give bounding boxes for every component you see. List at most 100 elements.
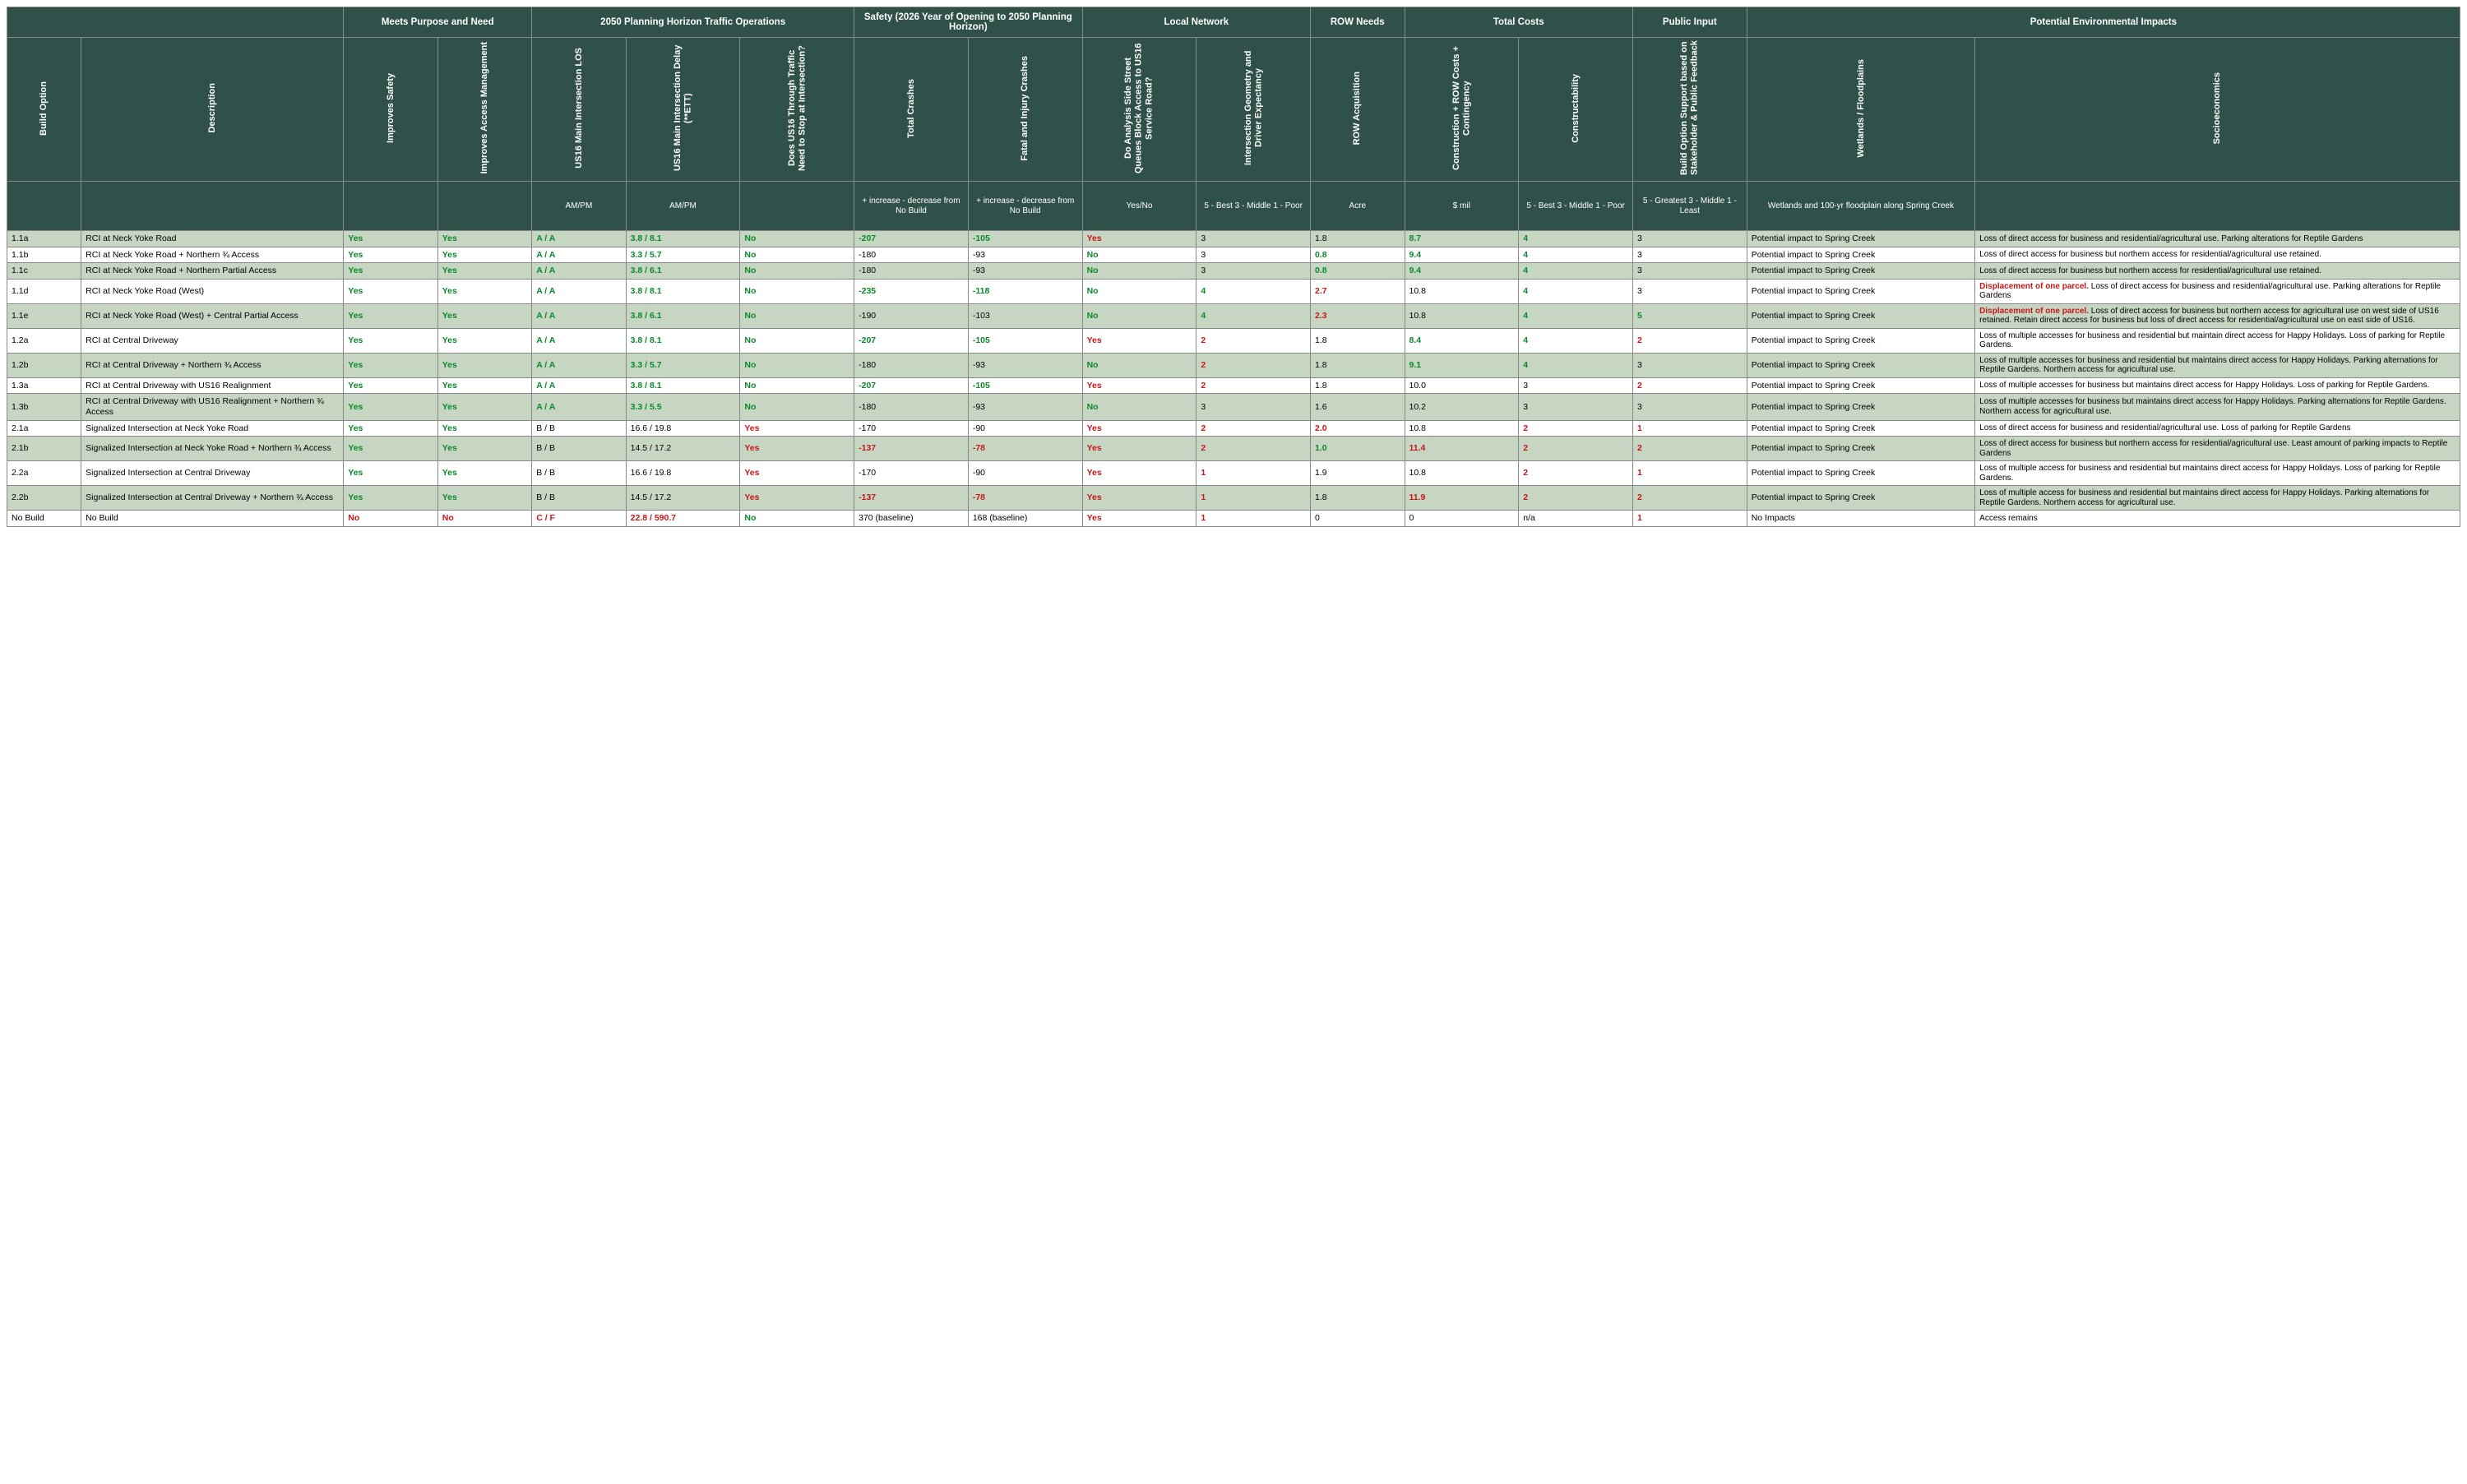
cell: -105 bbox=[968, 377, 1082, 394]
hdr-local: Local Network bbox=[1082, 7, 1310, 38]
cell: 1.8 bbox=[1311, 377, 1405, 394]
wetlands: Potential impact to Spring Creek bbox=[1747, 231, 1974, 247]
table-row: 1.1bRCI at Neck Yoke Road + Northern ¾ A… bbox=[7, 247, 2460, 263]
cell: Yes bbox=[437, 328, 531, 353]
cell: Yes bbox=[344, 231, 437, 247]
table-row: 2.2bSignalized Intersection at Central D… bbox=[7, 486, 2460, 511]
cell: 2 bbox=[1519, 437, 1633, 461]
table-row: 1.3aRCI at Central Driveway with US16 Re… bbox=[7, 377, 2460, 394]
wetlands: Potential impact to Spring Creek bbox=[1747, 461, 1974, 486]
cell: 3.8 / 6.1 bbox=[626, 263, 740, 280]
cell: 370 (baseline) bbox=[854, 511, 969, 527]
unit-ampm2: AM/PM bbox=[626, 182, 740, 231]
cell: No bbox=[740, 247, 854, 263]
col-access: Improves Access Management bbox=[437, 38, 531, 182]
cell: 1.8 bbox=[1311, 486, 1405, 511]
description: RCI at Central Driveway with US16 Realig… bbox=[81, 394, 344, 420]
hdr-safety: Safety (2026 Year of Opening to 2050 Pla… bbox=[854, 7, 1082, 38]
cell: 3.8 / 8.1 bbox=[626, 377, 740, 394]
cell: 22.8 / 590.7 bbox=[626, 511, 740, 527]
cell: 11.4 bbox=[1405, 437, 1519, 461]
table-row: 1.2aRCI at Central DrivewayYesYesA / A3.… bbox=[7, 328, 2460, 353]
col-delay: US16 Main Intersection Delay (**ETT) bbox=[626, 38, 740, 182]
cell: Yes bbox=[344, 263, 437, 280]
socioeconomics: Loss of multiple access for business and… bbox=[1975, 486, 2460, 511]
build-id: 1.1c bbox=[7, 263, 81, 280]
cell: 3 bbox=[1196, 394, 1311, 420]
description: RCI at Central Driveway + Northern ¾ Acc… bbox=[81, 353, 344, 377]
cell: n/a bbox=[1519, 511, 1633, 527]
cell: No bbox=[740, 231, 854, 247]
cell: No bbox=[1082, 279, 1196, 303]
description: RCI at Neck Yoke Road bbox=[81, 231, 344, 247]
cell: -137 bbox=[854, 437, 969, 461]
cell: 2 bbox=[1196, 420, 1311, 437]
cell: -190 bbox=[854, 303, 969, 328]
table-row: 1.3bRCI at Central Driveway with US16 Re… bbox=[7, 394, 2460, 420]
cell: A / A bbox=[532, 353, 626, 377]
cell: 1 bbox=[1196, 511, 1311, 527]
cell: 4 bbox=[1519, 231, 1633, 247]
cell: Yes bbox=[437, 461, 531, 486]
hdr-purpose: Meets Purpose and Need bbox=[344, 7, 532, 38]
cell: 4 bbox=[1519, 353, 1633, 377]
table-row: 1.1aRCI at Neck Yoke RoadYesYesA / A3.8 … bbox=[7, 231, 2460, 247]
cell: 3 bbox=[1632, 263, 1747, 280]
col-concost: Construction + ROW Costs + Contingency bbox=[1405, 38, 1519, 182]
cell: 8.7 bbox=[1405, 231, 1519, 247]
cell: 2.3 bbox=[1311, 303, 1405, 328]
cell: A / A bbox=[532, 303, 626, 328]
cell: -180 bbox=[854, 394, 969, 420]
cell: 2 bbox=[1196, 377, 1311, 394]
cell: 3 bbox=[1196, 247, 1311, 263]
build-id: 2.2a bbox=[7, 461, 81, 486]
socioeconomics: Loss of multiple accesses for business a… bbox=[1975, 353, 2460, 377]
cell: A / A bbox=[532, 394, 626, 420]
cell: -93 bbox=[968, 353, 1082, 377]
col-construct: Constructability bbox=[1519, 38, 1633, 182]
cell: Yes bbox=[344, 486, 437, 511]
cell: 3 bbox=[1632, 231, 1747, 247]
col-support: Build Option Support based on Stakeholde… bbox=[1632, 38, 1747, 182]
build-id: 1.3a bbox=[7, 377, 81, 394]
cell: -180 bbox=[854, 263, 969, 280]
cell: 10.8 bbox=[1405, 279, 1519, 303]
cell: 10.8 bbox=[1405, 303, 1519, 328]
socioeconomics: Displacement of one parcel. Loss of dire… bbox=[1975, 279, 2460, 303]
cell: B / B bbox=[532, 486, 626, 511]
cell: Yes bbox=[1082, 511, 1196, 527]
cell: 2 bbox=[1519, 461, 1633, 486]
cell: 2 bbox=[1632, 486, 1747, 511]
col-fatal: Fatal and Injury Crashes bbox=[968, 38, 1082, 182]
cell: -103 bbox=[968, 303, 1082, 328]
cell: 3 bbox=[1196, 231, 1311, 247]
cell: Yes bbox=[1082, 377, 1196, 394]
cell: 14.5 / 17.2 bbox=[626, 437, 740, 461]
cell: Yes bbox=[344, 394, 437, 420]
cell: 168 (baseline) bbox=[968, 511, 1082, 527]
cell: 1.8 bbox=[1311, 353, 1405, 377]
build-id: 1.1d bbox=[7, 279, 81, 303]
cell: 11.9 bbox=[1405, 486, 1519, 511]
cell: 10.2 bbox=[1405, 394, 1519, 420]
cell: 16.6 / 19.8 bbox=[626, 420, 740, 437]
wetlands: No Impacts bbox=[1747, 511, 1974, 527]
unit-acre: Acre bbox=[1311, 182, 1405, 231]
col-geom: Intersection Geometry and Driver Expecta… bbox=[1196, 38, 1311, 182]
cell: No bbox=[1082, 303, 1196, 328]
col-rowacq: ROW Acquisition bbox=[1311, 38, 1405, 182]
cell: Yes bbox=[437, 279, 531, 303]
description: RCI at Neck Yoke Road + Northern Partial… bbox=[81, 263, 344, 280]
cell: Yes bbox=[740, 437, 854, 461]
cell: 9.4 bbox=[1405, 263, 1519, 280]
cell: -93 bbox=[968, 247, 1082, 263]
cell: Yes bbox=[437, 394, 531, 420]
cell: 2.7 bbox=[1311, 279, 1405, 303]
cell: Yes bbox=[740, 420, 854, 437]
description: Signalized Intersection at Neck Yoke Roa… bbox=[81, 437, 344, 461]
cell: 2 bbox=[1632, 377, 1747, 394]
cell: Yes bbox=[344, 461, 437, 486]
cell: No bbox=[1082, 247, 1196, 263]
wetlands: Potential impact to Spring Creek bbox=[1747, 394, 1974, 420]
hdr-row: ROW Needs bbox=[1311, 7, 1405, 38]
